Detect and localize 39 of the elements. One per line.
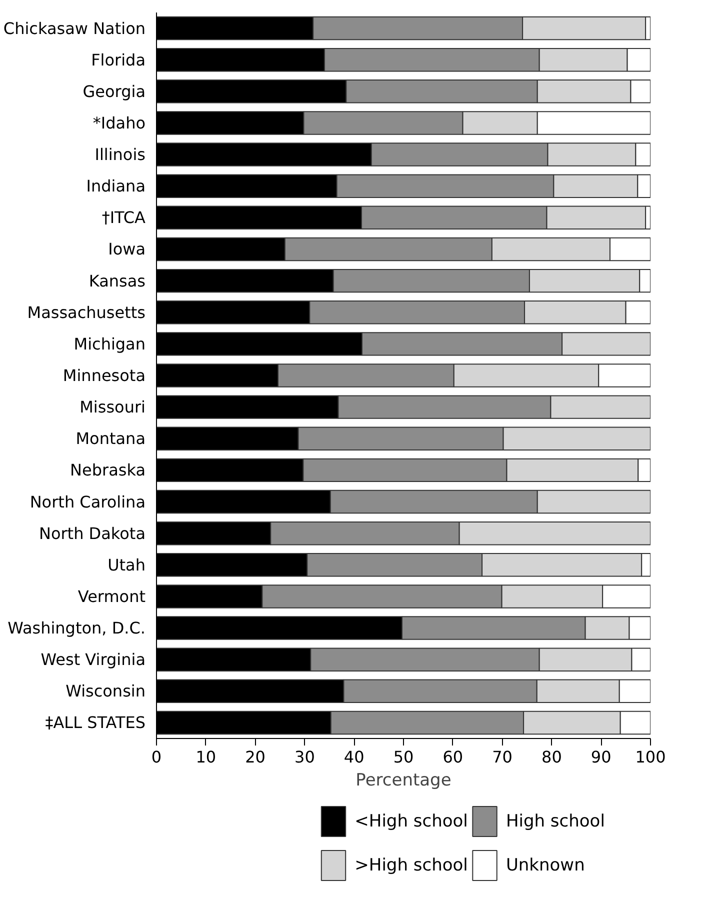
y-tick-label: Georgia [82, 82, 146, 101]
legend-label: >High school [354, 856, 468, 876]
x-tick-label: 10 [196, 748, 216, 766]
y-tick-label: *Idaho [92, 113, 146, 132]
y-tick-label: West Virginia [40, 650, 146, 670]
x-tick-label: 60 [442, 748, 464, 766]
y-tick-label: North Carolina [30, 492, 146, 512]
y-tick-label: North Dakota [38, 524, 146, 543]
x-tick-label: 40 [344, 748, 364, 766]
y-tick-label: Vermont [78, 586, 146, 606]
y-tick-label: Utah [108, 555, 146, 574]
y-tick-label: Indiana [86, 176, 146, 196]
y-tick-label: Missouri [80, 398, 146, 417]
legend-label: <High school [354, 812, 468, 832]
y-tick-label: Nebraska [70, 460, 146, 480]
legend-label: Unknown [506, 856, 585, 876]
x-tick-label: 80 [542, 748, 562, 766]
y-tick-label: Illinois [94, 145, 146, 164]
x-tick-label: 30 [294, 748, 315, 766]
legend-label: High school [506, 812, 605, 832]
y-tick-label: ‡ALL STATES [45, 713, 146, 732]
x-tick-label: 50 [393, 748, 414, 766]
x-tick-label: 20 [245, 748, 266, 766]
y-tick-label: Kansas [88, 271, 146, 290]
y-tick-label: Montana [76, 429, 146, 448]
x-tick-label: 70 [492, 748, 512, 766]
y-tick-label: Wisconsin [66, 682, 146, 701]
y-tick-label: Florida [91, 50, 146, 70]
y-tick-label: Minnesota [62, 366, 146, 385]
x-axis-title: Percentage [356, 770, 452, 790]
x-tick-label: 100 [635, 748, 666, 766]
y-tick-label: Michigan [74, 334, 146, 354]
y-tick-label: Iowa [108, 240, 146, 259]
x-tick-label: 90 [590, 748, 612, 766]
y-tick-label: Washington, D.C. [8, 618, 146, 638]
x-tick-label: 0 [151, 748, 162, 766]
y-tick-label: †ITCA [102, 208, 146, 228]
y-tick-label: Massachusetts [27, 302, 146, 322]
y-tick-label: Chickasaw Nation [3, 18, 146, 38]
